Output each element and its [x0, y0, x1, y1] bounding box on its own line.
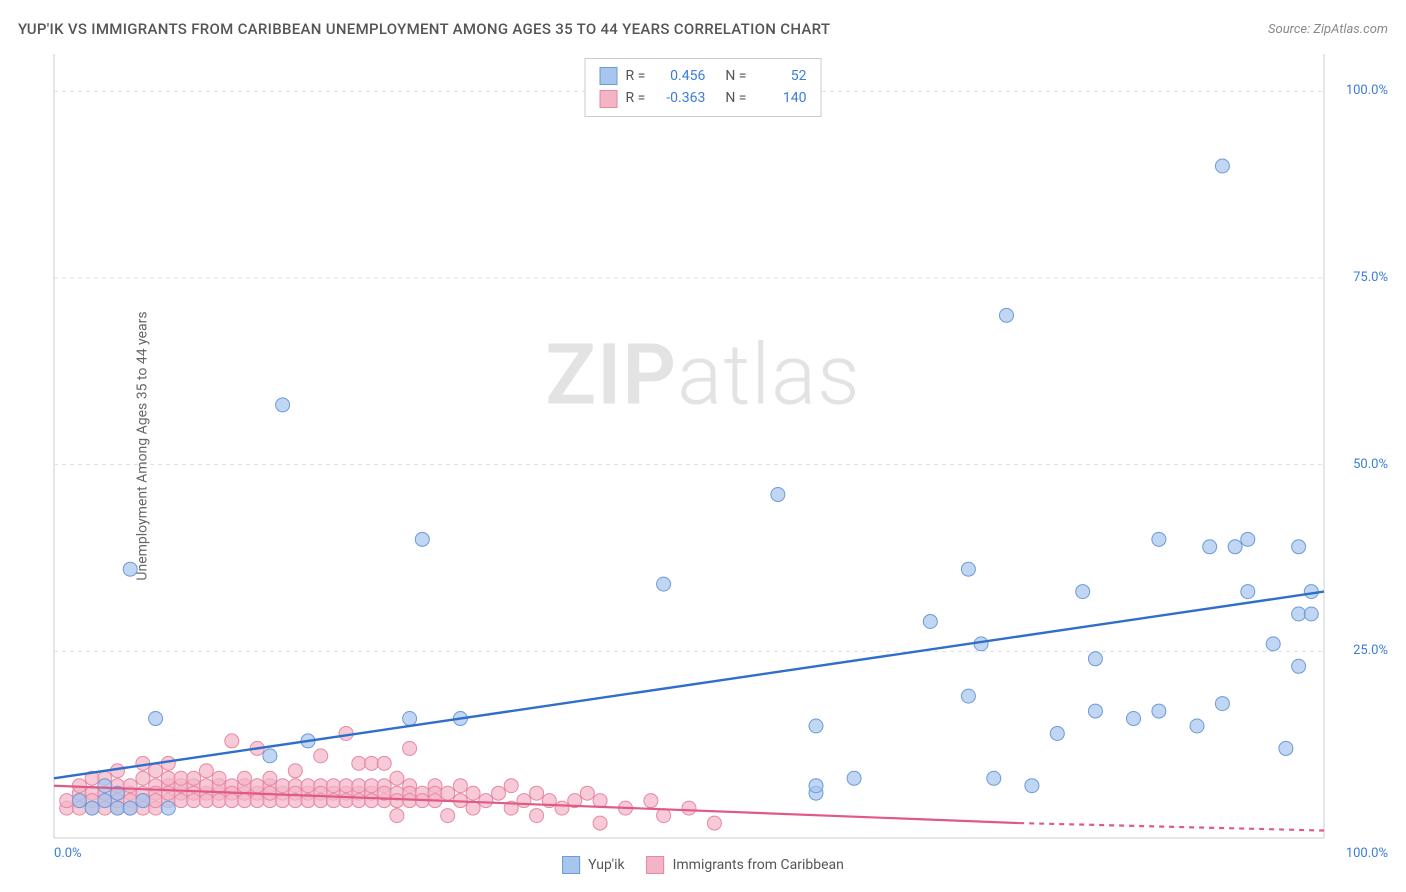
legend-swatch-yupik: [600, 67, 618, 85]
bottom-legend-label-caribbean: Immigrants from Caribbean: [673, 857, 844, 873]
correlation-legend-box: R = 0.456 N = 52 R = -0.363 N = 140: [585, 58, 822, 117]
r-label: R =: [626, 65, 646, 87]
r-value-caribbean: -0.363: [657, 87, 705, 109]
chart-title: YUP'IK VS IMMIGRANTS FROM CARIBBEAN UNEM…: [18, 20, 830, 38]
x-tick-label: 100.0%: [1346, 846, 1388, 861]
n-value-yupik: 52: [758, 65, 806, 87]
y-tick-label: 50.0%: [1353, 457, 1388, 472]
r-label: R =: [626, 87, 646, 109]
legend-swatch-caribbean-bottom: [647, 856, 665, 874]
y-tick-label: 25.0%: [1353, 643, 1388, 658]
n-label: N =: [725, 65, 746, 87]
x-tick-label: 0.0%: [54, 846, 82, 861]
legend-swatch-yupik-bottom: [562, 856, 580, 874]
bottom-legend-item-yupik: Yup'ik: [562, 856, 624, 874]
bottom-legend-label-yupik: Yup'ik: [588, 857, 624, 873]
bottom-legend: Yup'ik Immigrants from Caribbean: [562, 856, 844, 874]
legend-row-caribbean: R = -0.363 N = 140: [600, 87, 807, 109]
y-tick-label: 75.0%: [1353, 270, 1388, 285]
source-attribution: Source: ZipAtlas.com: [1268, 22, 1388, 37]
legend-swatch-caribbean: [600, 90, 618, 108]
n-label: N =: [725, 87, 746, 109]
y-tick-label: 100.0%: [1346, 83, 1388, 98]
bottom-legend-item-caribbean: Immigrants from Caribbean: [647, 856, 844, 874]
r-value-yupik: 0.456: [657, 65, 705, 87]
scatter-plot-svg: [50, 50, 1388, 842]
legend-row-yupik: R = 0.456 N = 52: [600, 65, 807, 87]
n-value-caribbean: 140: [758, 87, 806, 109]
